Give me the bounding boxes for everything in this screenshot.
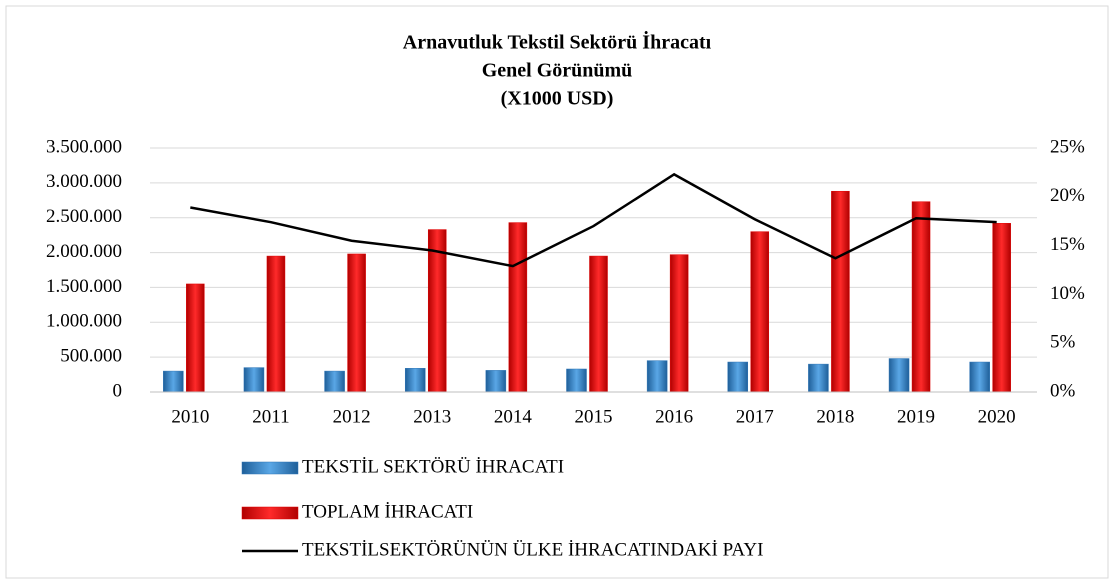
chart-title: Arnavutluk Tekstil Sektörü İhracatı bbox=[403, 30, 712, 54]
bar bbox=[808, 363, 829, 393]
y-tick-label: 2.000.000 bbox=[46, 241, 122, 262]
x-tick-label: 2012 bbox=[333, 406, 371, 427]
bar bbox=[646, 360, 668, 393]
legend-label: TEKSTİL SEKTÖRÜ İHRACATI bbox=[302, 456, 564, 477]
x-tick-label: 2014 bbox=[494, 406, 533, 427]
bar bbox=[163, 370, 184, 393]
y-tick-label: 1.000.000 bbox=[46, 311, 122, 332]
x-tick-label: 2016 bbox=[655, 406, 693, 427]
bar bbox=[589, 255, 608, 393]
x-tick-label: 2010 bbox=[171, 406, 209, 427]
bar bbox=[992, 223, 1011, 393]
chart-border bbox=[5, 5, 1109, 579]
chart-title: (X1000 USD) bbox=[501, 88, 614, 110]
y2-tick-label: 25% bbox=[1050, 136, 1085, 157]
y2-tick-label: 10% bbox=[1050, 283, 1085, 304]
line-series bbox=[190, 172, 997, 268]
bar bbox=[266, 255, 286, 393]
bar bbox=[347, 253, 366, 393]
x-tick-label: 2013 bbox=[413, 406, 451, 427]
x-tick-label: 2017 bbox=[736, 406, 774, 427]
y2-tick-label: 20% bbox=[1050, 185, 1085, 206]
y2-tick-label: 15% bbox=[1050, 234, 1085, 255]
x-tick-label: 2018 bbox=[816, 406, 854, 427]
legend-swatch bbox=[241, 461, 299, 475]
bar bbox=[324, 370, 345, 393]
x-tick-label: 2019 bbox=[897, 406, 935, 427]
bar bbox=[566, 368, 587, 393]
bar bbox=[727, 361, 749, 393]
legend-label: TEKSTİLSEKTÖRÜNÜN ÜLKE İHRACATINDAKİ PAY… bbox=[302, 539, 763, 560]
chart-title: Genel Görünümü bbox=[482, 60, 633, 82]
y-tick-label: 2.500.000 bbox=[46, 206, 122, 227]
bar bbox=[669, 254, 689, 393]
x-tick-label: 2011 bbox=[252, 406, 289, 427]
bar bbox=[508, 222, 528, 393]
bar bbox=[911, 201, 931, 393]
bar bbox=[969, 361, 990, 393]
x-tick-label: 2020 bbox=[978, 406, 1016, 427]
y2-tick-label: 0% bbox=[1050, 380, 1076, 401]
bar bbox=[243, 367, 265, 393]
bar bbox=[831, 190, 850, 393]
bar bbox=[186, 283, 205, 393]
bar bbox=[888, 358, 910, 393]
legend-label: TOPLAM İHRACATI bbox=[302, 501, 473, 522]
bar bbox=[750, 231, 770, 393]
y-tick-label: 3.000.000 bbox=[46, 171, 122, 192]
y-tick-label: 1.500.000 bbox=[46, 276, 122, 297]
bar bbox=[485, 370, 507, 393]
x-tick-label: 2015 bbox=[575, 406, 613, 427]
y-tick-label: 500.000 bbox=[60, 346, 122, 367]
bar bbox=[404, 368, 426, 393]
y2-tick-label: 5% bbox=[1050, 332, 1076, 353]
legend-swatch bbox=[241, 506, 299, 520]
y-tick-label: 0 bbox=[113, 380, 123, 401]
y-tick-label: 3.500.000 bbox=[46, 136, 122, 157]
